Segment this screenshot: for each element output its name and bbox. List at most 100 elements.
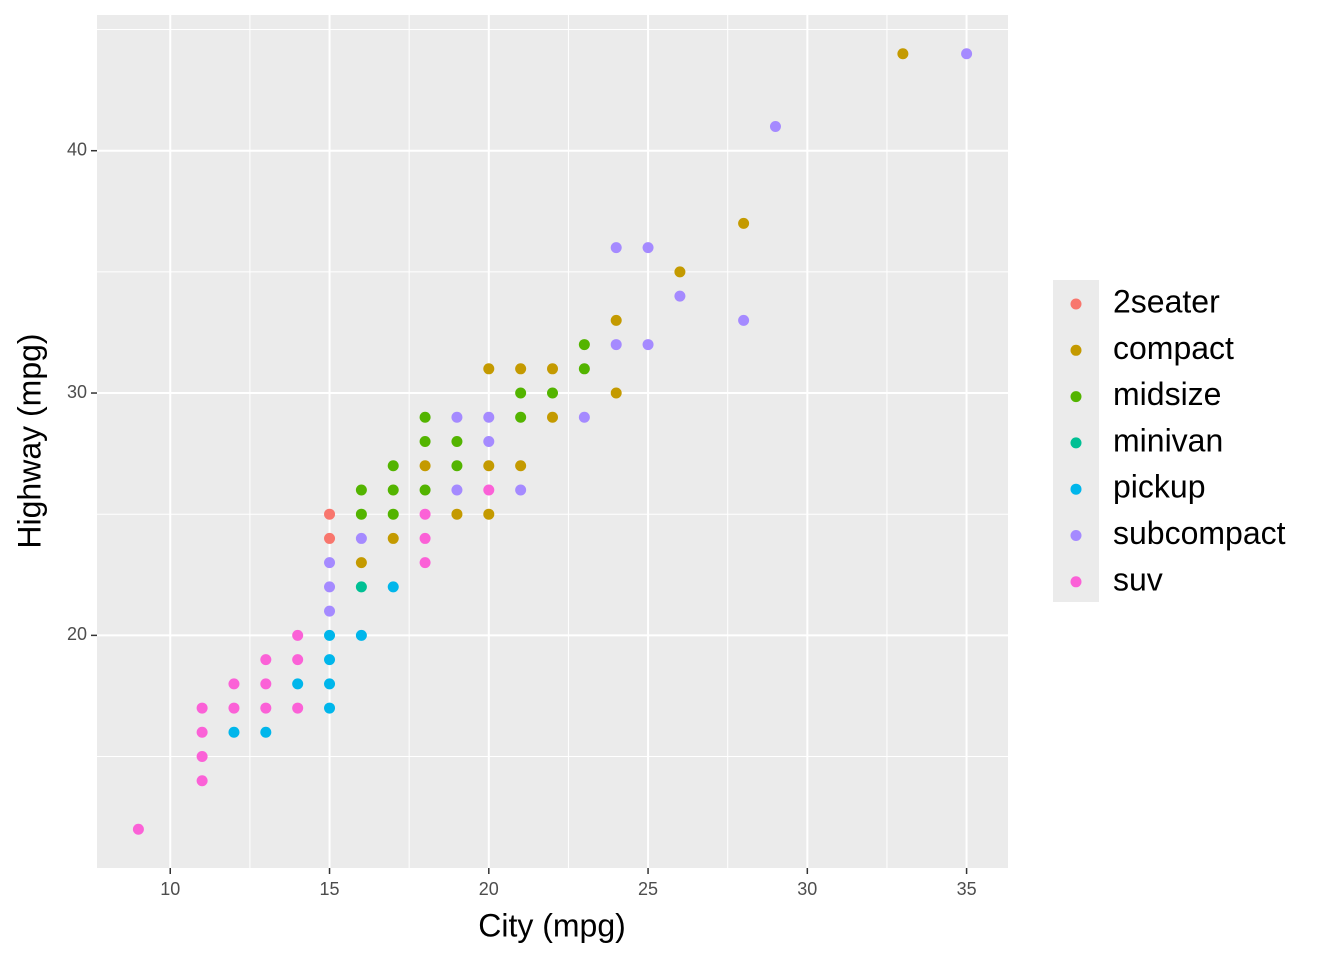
point: [547, 387, 558, 399]
point: [324, 702, 336, 714]
point: [355, 484, 367, 496]
y-axis-title: Highway (mpg): [11, 333, 47, 548]
point: [387, 508, 399, 520]
point: [419, 436, 431, 447]
x-tick-label: 15: [320, 879, 340, 899]
point: [260, 726, 272, 738]
point: [324, 508, 336, 520]
point: [355, 557, 367, 569]
point: [228, 726, 240, 738]
point: [515, 460, 527, 472]
point: [483, 363, 495, 375]
point: [483, 508, 495, 520]
point: [324, 557, 336, 569]
point: [578, 411, 590, 423]
point: [324, 629, 336, 641]
point: [228, 702, 240, 714]
x-tick-label: 25: [638, 879, 658, 899]
legend-key: [1070, 437, 1082, 449]
point: [132, 823, 144, 835]
x-tick-label: 35: [957, 879, 977, 899]
y-tick-label: 40: [67, 139, 87, 159]
point: [260, 702, 272, 714]
point: [419, 484, 431, 496]
point: [419, 557, 431, 569]
point: [324, 605, 336, 617]
point: [547, 363, 558, 375]
legend-label: pickup: [1113, 469, 1206, 505]
point: [610, 242, 622, 254]
point: [228, 678, 240, 690]
point: [897, 48, 909, 60]
point: [292, 629, 304, 641]
point: [578, 339, 590, 351]
point: [451, 484, 463, 496]
point: [355, 581, 367, 593]
point: [355, 629, 367, 641]
point: [610, 314, 622, 326]
point: [355, 532, 367, 544]
legend-label: suv: [1113, 561, 1163, 597]
point: [196, 726, 208, 738]
legend-key: [1070, 483, 1082, 495]
point: [483, 460, 495, 472]
point: [451, 460, 463, 472]
point: [260, 678, 272, 690]
point: [419, 508, 431, 520]
point: [578, 363, 590, 375]
point: [196, 702, 208, 714]
y-tick-label: 20: [67, 624, 87, 644]
point: [610, 387, 622, 399]
point: [387, 484, 399, 496]
point: [483, 436, 495, 447]
point: [515, 411, 527, 423]
point: [419, 532, 431, 544]
point: [451, 436, 463, 447]
x-tick-label: 20: [479, 879, 499, 899]
legend-label: compact: [1113, 330, 1234, 366]
point: [547, 411, 558, 423]
point: [419, 411, 431, 423]
point: [324, 678, 336, 690]
x-axis-title: City (mpg): [478, 907, 626, 943]
point: [387, 581, 399, 593]
point: [738, 314, 750, 326]
point: [451, 508, 463, 520]
point: [324, 581, 336, 593]
point: [419, 460, 431, 472]
point: [961, 48, 973, 60]
legend-key: [1070, 576, 1082, 588]
point: [292, 678, 304, 690]
point: [451, 411, 463, 423]
panel: [97, 15, 1008, 868]
point: [260, 654, 272, 666]
legend-key: [1070, 530, 1082, 541]
point: [610, 339, 622, 351]
legend-label: minivan: [1113, 422, 1223, 458]
point: [738, 217, 750, 229]
x-tick-label: 10: [160, 879, 180, 899]
point: [483, 484, 495, 496]
point: [515, 387, 527, 399]
point: [324, 654, 336, 666]
point: [483, 411, 495, 423]
point: [515, 484, 527, 496]
point: [196, 751, 208, 763]
legend-key: [1070, 391, 1082, 403]
legend-key: [1070, 344, 1082, 356]
y-tick-label: 30: [67, 382, 87, 402]
point: [515, 363, 527, 375]
legend-label: midsize: [1113, 376, 1221, 412]
point: [292, 702, 304, 714]
legend-label: 2seater: [1113, 283, 1220, 319]
point: [355, 508, 367, 520]
point: [674, 290, 686, 302]
x-tick-label: 30: [797, 879, 817, 899]
point: [642, 339, 654, 351]
legend-key: [1070, 298, 1082, 310]
point: [387, 532, 399, 544]
point: [674, 266, 686, 278]
legend-label: subcompact: [1113, 515, 1286, 551]
